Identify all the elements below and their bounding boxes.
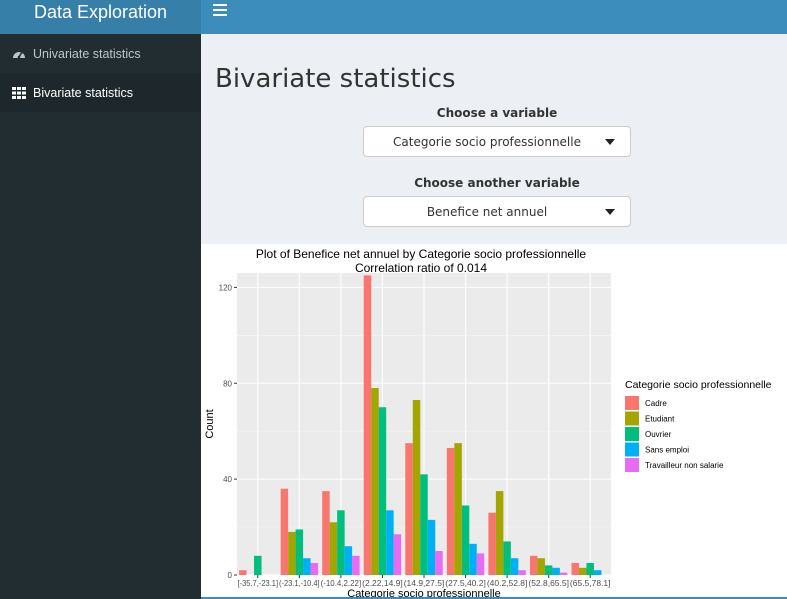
x-tick-label: (2.22,14.9] xyxy=(362,579,403,588)
grid-icon xyxy=(12,86,26,99)
chart-svg: Plot of Benefice net annuel by Categorie… xyxy=(204,247,772,599)
bar xyxy=(393,534,402,575)
chart-subtitle: Correlation ratio of 0.014 xyxy=(355,261,487,275)
bar xyxy=(571,563,580,575)
bar xyxy=(310,563,319,575)
bar xyxy=(295,529,304,575)
bivariate-plot: Plot of Benefice net annuel by Categorie… xyxy=(201,244,787,599)
variable-1-value: Categorie socio professionnelle xyxy=(393,134,581,149)
bar xyxy=(529,555,538,575)
bar xyxy=(322,491,330,575)
bar xyxy=(386,510,394,575)
bar xyxy=(337,510,345,575)
x-tick-label: (65.5,78.1] xyxy=(570,579,611,588)
bar xyxy=(537,558,545,575)
x-tick-label: (52.8,65.5] xyxy=(528,579,569,588)
bar xyxy=(495,491,504,575)
bar xyxy=(435,551,443,575)
bar xyxy=(352,555,360,575)
x-axis-label: Categorie socio professionnelle xyxy=(347,588,500,599)
bar xyxy=(420,474,428,575)
legend-label: Ouvrier xyxy=(645,430,672,439)
caret-down-icon xyxy=(605,209,615,215)
y-tick-label: 120 xyxy=(219,283,233,292)
legend-label: Sans emploi xyxy=(645,446,689,455)
chart-title: Plot of Benefice net annuel by Categorie… xyxy=(256,247,587,261)
bar xyxy=(254,555,262,575)
bar xyxy=(488,512,496,575)
bar xyxy=(579,567,587,575)
bar xyxy=(593,570,602,575)
bar xyxy=(303,558,311,575)
hamburger-icon[interactable] xyxy=(213,4,227,18)
bar xyxy=(363,275,372,575)
bar xyxy=(454,443,462,575)
bar xyxy=(586,563,594,575)
bar xyxy=(344,546,353,575)
variable-2-select[interactable]: Benefice net annuel xyxy=(363,196,631,227)
bar xyxy=(371,388,379,575)
y-tick-label: 0 xyxy=(228,571,233,580)
legend-swatch xyxy=(625,396,639,410)
bar xyxy=(405,443,413,575)
legend-label: Travailleur non salarie xyxy=(645,461,724,470)
bar xyxy=(239,570,247,575)
x-tick-label: (14.9,27.5] xyxy=(404,579,445,588)
legend-swatch xyxy=(625,411,639,426)
top-navbar xyxy=(201,0,787,34)
x-tick-label: (-10.4,2.22] xyxy=(321,579,362,588)
bar xyxy=(518,570,526,575)
bar xyxy=(288,531,296,575)
bar xyxy=(412,400,421,575)
y-tick-label: 80 xyxy=(223,379,232,388)
sidebar-item-label: Bivariate statistics xyxy=(33,85,134,100)
bar xyxy=(461,505,470,575)
sidebar-item-label: Univariate statistics xyxy=(33,46,141,61)
page-title: Bivariate statistics xyxy=(215,64,456,94)
bar xyxy=(552,567,560,575)
bar xyxy=(427,519,436,575)
bar xyxy=(280,488,289,575)
legend-swatch xyxy=(625,442,639,457)
x-tick-label: [-35.7,-23.1] xyxy=(238,579,279,588)
sidebar: Univariate statistics Bivariate statisti… xyxy=(0,34,201,599)
sidebar-item-univariate[interactable]: Univariate statistics xyxy=(0,34,201,73)
variable-2-label: Choose another variable xyxy=(414,176,580,190)
x-tick-label: (40.2,52.8] xyxy=(487,579,528,588)
bar xyxy=(469,543,477,575)
bar xyxy=(559,572,568,575)
bottom-border xyxy=(201,597,787,599)
bar xyxy=(476,553,485,575)
legend-swatch xyxy=(625,427,639,441)
sidebar-item-bivariate[interactable]: Bivariate statistics xyxy=(0,73,201,112)
bar xyxy=(329,522,338,575)
y-tick-label: 40 xyxy=(223,475,232,484)
bar xyxy=(510,558,519,575)
app-brand: Data Exploration xyxy=(0,0,201,34)
variable-1-select[interactable]: Categorie socio professionnelle xyxy=(363,126,631,157)
caret-down-icon xyxy=(605,139,615,145)
legend-label: Cadre xyxy=(645,399,667,408)
y-axis-label: Count xyxy=(204,409,216,438)
bar xyxy=(503,541,511,575)
legend-swatch xyxy=(625,458,639,472)
variable-2-value: Benefice net annuel xyxy=(426,204,548,219)
bar xyxy=(446,447,455,575)
main-content: Bivariate statistics Choose a variable C… xyxy=(201,34,787,599)
dashboard-icon xyxy=(12,48,26,60)
bar xyxy=(378,407,387,575)
bar xyxy=(544,565,553,575)
x-tick-label: (27.5,40.2] xyxy=(445,579,486,588)
legend-title: Categorie socio professionnelle xyxy=(625,379,772,391)
variable-1-label: Choose a variable xyxy=(436,106,558,120)
x-tick-label: (-23.1,-10.4] xyxy=(279,579,320,588)
legend-label: Etudiant xyxy=(645,415,675,424)
